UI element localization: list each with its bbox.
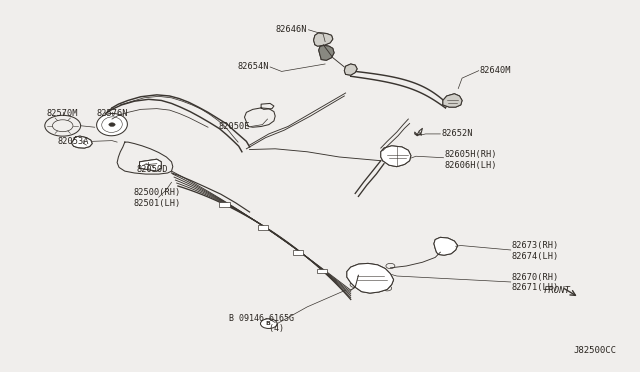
Circle shape bbox=[109, 123, 115, 126]
Text: 82500(RH)
82501(LH): 82500(RH) 82501(LH) bbox=[133, 188, 180, 208]
Polygon shape bbox=[381, 146, 411, 167]
Polygon shape bbox=[344, 64, 357, 75]
Text: 82646N: 82646N bbox=[276, 25, 307, 34]
Circle shape bbox=[260, 319, 277, 328]
Polygon shape bbox=[72, 136, 92, 148]
Text: 82670(RH)
82671(LH): 82670(RH) 82671(LH) bbox=[512, 273, 559, 292]
Polygon shape bbox=[347, 263, 394, 293]
Bar bbox=[293, 250, 303, 254]
Text: J82500CC: J82500CC bbox=[573, 346, 617, 355]
Text: 82654N: 82654N bbox=[237, 62, 269, 71]
Text: 82576N: 82576N bbox=[96, 109, 128, 118]
Bar bbox=[258, 225, 268, 230]
Text: 82050E: 82050E bbox=[218, 122, 250, 131]
Polygon shape bbox=[443, 94, 462, 107]
Text: 82652N: 82652N bbox=[442, 129, 473, 138]
Text: 82570M: 82570M bbox=[47, 109, 79, 118]
Ellipse shape bbox=[97, 113, 127, 136]
Polygon shape bbox=[314, 33, 333, 46]
Text: 82053A: 82053A bbox=[58, 137, 90, 146]
Polygon shape bbox=[434, 237, 458, 255]
Bar bbox=[220, 202, 230, 207]
Text: FRONT: FRONT bbox=[543, 286, 570, 295]
Text: 82050D: 82050D bbox=[136, 165, 168, 174]
Polygon shape bbox=[319, 45, 334, 60]
Polygon shape bbox=[140, 159, 161, 171]
Text: B: B bbox=[265, 321, 270, 326]
Text: B 09146-6165G
      (4): B 09146-6165G (4) bbox=[228, 314, 294, 333]
Bar bbox=[317, 269, 328, 273]
Text: 82640M: 82640M bbox=[480, 66, 511, 75]
Text: 82605H(RH)
82606H(LH): 82605H(RH) 82606H(LH) bbox=[445, 150, 497, 170]
Text: 82673(RH)
82674(LH): 82673(RH) 82674(LH) bbox=[512, 241, 559, 261]
